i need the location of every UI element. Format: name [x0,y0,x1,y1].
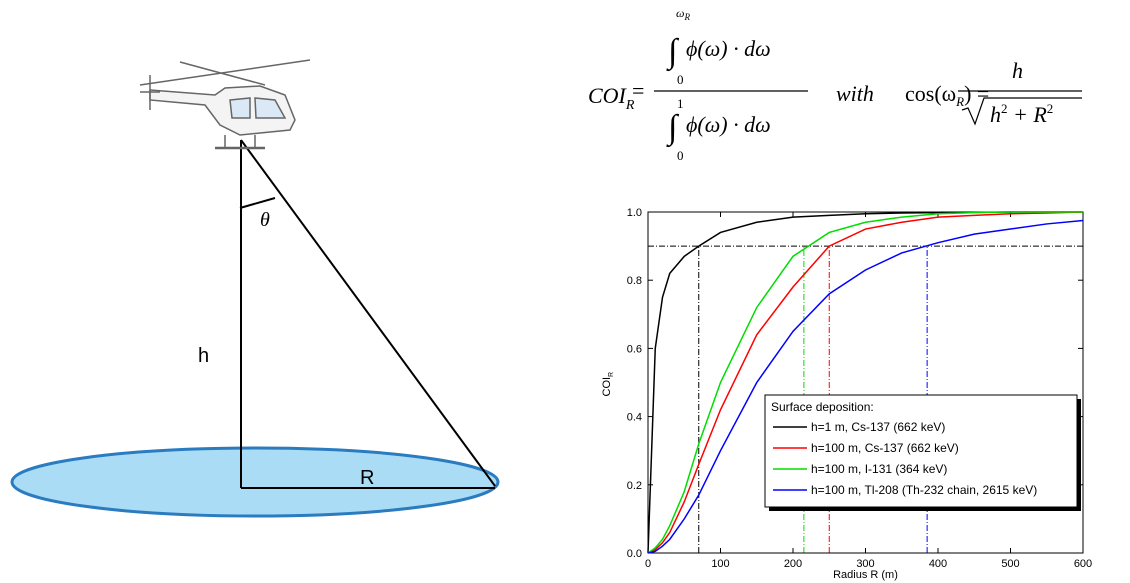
x-tick-label: 500 [1001,558,1019,570]
y-tick-label: 0.6 [627,343,642,355]
den-integrand: ϕ(ω) · dω [686,112,771,137]
lhs-sub: R [625,98,635,113]
helicopter [139,59,311,150]
legend-label: h=100 m, Cs-137 (662 keV) [811,441,959,455]
theta-label: θ [260,209,270,231]
y-tick-label: 0.8 [627,275,642,287]
legend-label: h=100 m, I-131 (364 keV) [811,462,947,476]
equals: = [632,78,644,103]
x-tick-label: 100 [711,558,729,570]
formula-lhs: COIR [588,83,635,113]
den-integral: ∫ [666,109,680,148]
num-upper-sub: R [683,12,690,22]
radius-label: R [360,467,374,489]
num-integrand: ϕ(ω) · dω [686,36,771,61]
with-text: with [836,81,874,106]
y-tick-label: 0.0 [627,548,642,560]
ground-area [10,446,500,518]
plot-frame [647,211,1084,554]
series-line [647,211,1084,554]
num-integral: ∫ [666,33,680,72]
formula: COIR = ∫ ωR 0 ϕ(ω) · dω ∫ 1 0 ϕ(ω) · dω … [588,6,1082,163]
cos-sub: R [955,94,964,109]
legend-label: h=100 m, Tl-208 (Th-232 chain, 2615 keV) [811,483,1037,497]
rhs-num: h [1012,58,1023,83]
y-axis-label-sub: R [608,372,615,377]
sqrt-sign [961,97,1082,126]
den-upper: 1 [677,96,684,111]
height-label: h [198,345,209,367]
rhs-den-b: + R [1008,102,1048,127]
series-line [647,219,1084,554]
x-tick-label: 400 [929,558,947,570]
legend-box [764,394,1078,508]
rhs-den-a: h [990,102,1001,127]
num-upper: ω [676,6,684,20]
x-tick-label: 0 [645,558,651,570]
x-axis-label: Radius R (m) [833,569,898,581]
num-lower: 0 [677,72,684,87]
cos-right: ) = [964,81,989,106]
x-tick-label: 600 [1074,558,1092,570]
legend-label: h=1 m, Cs-137 (662 keV) [811,420,945,434]
rhs-den-exp2: 2 [1047,101,1054,116]
cos-left: cos(ω [905,81,956,106]
cos-text: cos(ωR) = [905,81,989,109]
legend-title: Surface deposition: [771,400,874,414]
lhs: COI [588,83,628,108]
y-tick-label: 1.0 [627,207,642,219]
angle-mark [239,197,276,209]
y-tick-label: 0.2 [627,480,642,492]
rhs-den: h2 + R2 [990,101,1053,127]
y-tick-label: 0.4 [627,412,642,424]
y-axis-label-text: COI [601,377,613,397]
x-tick-label: 300 [856,558,874,570]
slant-line [240,139,496,487]
rhs-den-exp1: 2 [1001,101,1008,116]
chart: 0 100 200 300 400 500 600 0.0 0.2 0.4 0.6 0.8 1.0 Rad… [601,207,1092,581]
y-axis-label: COIR [601,372,615,397]
x-tick-label: 200 [784,558,802,570]
num-upper-group: ωR [676,6,690,22]
series-line [647,211,1083,554]
den-lower: 0 [677,148,684,163]
diagram: θ h R [10,59,500,518]
